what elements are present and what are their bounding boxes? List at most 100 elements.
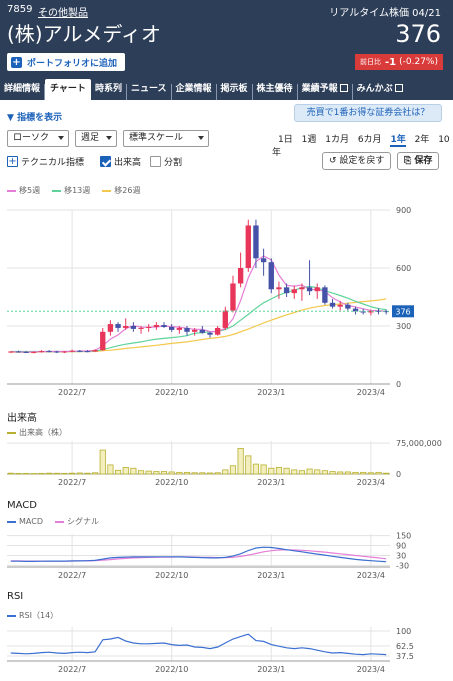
rsi-xtick-label: 2023/1 xyxy=(257,665,285,674)
current-price-tag xyxy=(392,305,414,318)
stock-code: 7859 xyxy=(7,4,33,15)
tab-benefits[interactable]: 株主優待 xyxy=(253,84,298,100)
chevron-down-icon xyxy=(58,136,64,140)
range-10y[interactable]: 10年 xyxy=(272,135,450,158)
candle-body xyxy=(268,262,274,290)
tab-timeseries[interactable]: 時系列 xyxy=(91,84,127,100)
tab-forecast[interactable]: 業績予報 xyxy=(298,84,353,100)
candle-body xyxy=(375,310,382,312)
candle-body xyxy=(115,324,121,328)
candle-body xyxy=(107,324,114,332)
chevron-down-icon xyxy=(106,136,112,140)
volume-bar xyxy=(69,472,76,475)
candle-body xyxy=(291,289,297,294)
volume-bar xyxy=(321,470,328,475)
volume-xtick-label: 2023/1 xyxy=(257,478,285,487)
plus-icon: + xyxy=(11,56,22,68)
candle-body xyxy=(77,350,83,352)
checkbox-icon xyxy=(150,156,161,167)
range-2y[interactable]: 2年 xyxy=(414,135,430,145)
candle-body xyxy=(299,287,305,290)
volume-bar xyxy=(92,472,99,475)
legend-ma26: 移26週 xyxy=(114,186,141,195)
nav-tabs: 詳細情報 チャート 時系列 ニュース 企業情報 掲示板 株主優待 業績予報 みん… xyxy=(0,78,453,100)
price-xtick-label: 2022/7 xyxy=(58,388,86,397)
volume-bar xyxy=(107,464,114,475)
show-indicators-toggle[interactable]: ▼ 指標を表示 xyxy=(7,113,63,123)
candle-body xyxy=(84,351,91,353)
rsi-ytick-label: 62.5 xyxy=(396,642,414,651)
candle-body xyxy=(161,325,167,327)
macd-ytick-label: -30 xyxy=(396,561,409,570)
volume-bar xyxy=(7,472,14,475)
sector-link[interactable]: その他製品 xyxy=(38,8,88,19)
volume-bar xyxy=(352,471,359,475)
volume-bar xyxy=(183,471,191,475)
tab-chart[interactable]: チャート xyxy=(45,79,91,100)
volume-title: 出来高 xyxy=(7,413,37,424)
price-change-badge: 前日比 -1 (-0.27%) xyxy=(355,54,443,70)
volume-bar xyxy=(122,466,129,475)
volume-bar xyxy=(114,469,122,475)
volume-bar xyxy=(252,463,260,475)
range-1m[interactable]: 1カ月 xyxy=(325,135,349,145)
candle-body xyxy=(153,325,160,327)
tab-board[interactable]: 掲示板 xyxy=(217,84,253,100)
candle-body xyxy=(123,326,129,328)
period-select[interactable]: 週足 xyxy=(75,130,117,147)
scale-select[interactable]: 標準スケール xyxy=(123,130,209,147)
candle-body xyxy=(237,268,244,284)
range-selector: 1日 1週 1カ月 6カ月 1年 2年 10年 xyxy=(272,132,453,158)
add-portfolio-button[interactable]: + ポートフォリオに追加 xyxy=(7,53,125,71)
tab-details[interactable]: 詳細情報 xyxy=(0,84,46,100)
candle-body xyxy=(199,329,206,333)
tab-news[interactable]: ニュース xyxy=(127,84,172,100)
rsi-ytick-label: 37.5 xyxy=(396,652,414,661)
volume-bar xyxy=(145,470,152,475)
volume-legend: 出来高（株） xyxy=(7,427,79,438)
volume-bar xyxy=(214,472,221,475)
range-6m[interactable]: 6カ月 xyxy=(357,135,382,145)
chart-type-select[interactable]: ローソク xyxy=(7,130,69,147)
chevron-down-icon xyxy=(198,136,204,140)
price-xtick-label: 2023/4 xyxy=(357,388,385,397)
save-button[interactable]: ⎘ 保存 xyxy=(397,152,440,170)
technical-indicator-toggle[interactable]: + テクニカル指標 xyxy=(7,156,85,168)
volume-checkbox[interactable]: 出来高 xyxy=(100,155,141,168)
candle-body xyxy=(245,225,251,268)
volume-bar xyxy=(275,466,283,475)
price-xtick-label: 2023/1 xyxy=(257,388,285,397)
volume-xtick-label: 2023/4 xyxy=(357,478,385,487)
split-checkbox[interactable]: 分割 xyxy=(150,155,182,168)
range-1w[interactable]: 1週 xyxy=(301,135,317,145)
rsi-ytick-label: 100 xyxy=(396,627,411,636)
candle-body xyxy=(130,326,137,329)
tab-minkabu[interactable]: みんかぶ xyxy=(353,84,407,100)
promo-banner[interactable]: 売買で1番お得な証券会社は？ xyxy=(294,104,442,122)
candle-body xyxy=(383,311,389,313)
volume-bar xyxy=(291,469,298,475)
volume-bar xyxy=(222,469,229,475)
candle-body xyxy=(31,351,37,353)
range-1d[interactable]: 1日 xyxy=(278,135,293,145)
checkbox-checked-icon xyxy=(100,156,111,167)
realtime-label: リアルタイム株価 04/21 xyxy=(329,8,441,19)
candle-body xyxy=(176,327,183,330)
volume-bar xyxy=(46,472,53,475)
reset-settings-button[interactable]: ↺ 設定を戻す xyxy=(322,152,392,170)
macd-line xyxy=(10,546,387,563)
candle-body xyxy=(100,331,106,351)
price-xtick-label: 2022/10 xyxy=(155,388,188,397)
price-ytick-label: 0 xyxy=(396,380,401,389)
rsi-line xyxy=(10,633,387,656)
tab-company[interactable]: 企業情報 xyxy=(172,84,217,100)
volume-bar xyxy=(130,467,137,475)
candle-body xyxy=(191,329,198,332)
candle-body xyxy=(54,351,60,353)
volume-bar xyxy=(176,471,183,475)
range-1y[interactable]: 1年 xyxy=(390,135,406,147)
macd-xtick-label: 2022/7 xyxy=(58,571,86,580)
candle-body xyxy=(23,351,29,353)
candle-body xyxy=(214,327,221,335)
